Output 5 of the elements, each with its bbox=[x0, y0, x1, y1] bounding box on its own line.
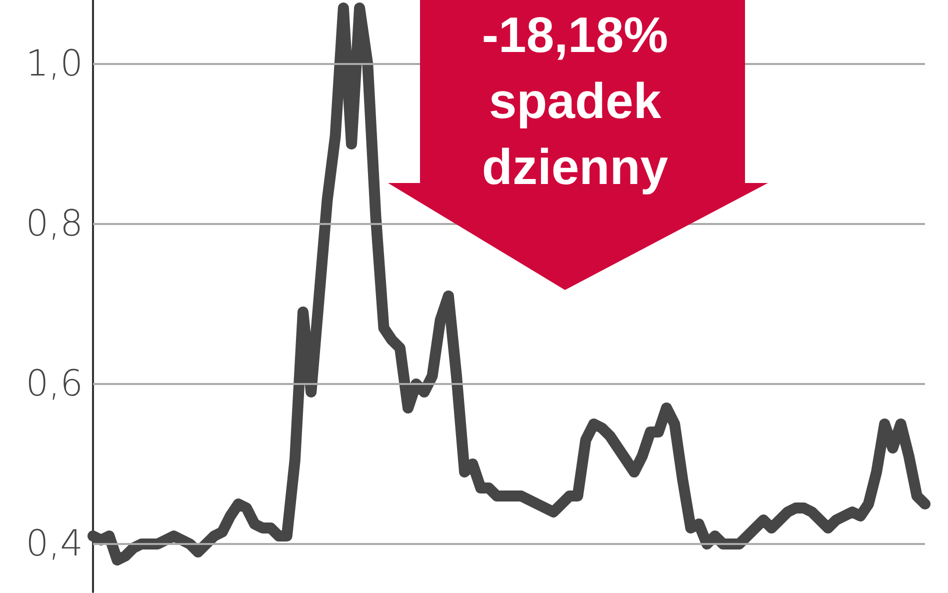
y-tick-label: 0,6 bbox=[26, 364, 83, 404]
y-tick-label: 0,8 bbox=[26, 204, 83, 244]
y-tick-label: 0,4 bbox=[26, 524, 83, 564]
y-tick-label: 1,0 bbox=[26, 44, 83, 84]
annotation: -18,18% spadek dzienny bbox=[480, 6, 670, 197]
